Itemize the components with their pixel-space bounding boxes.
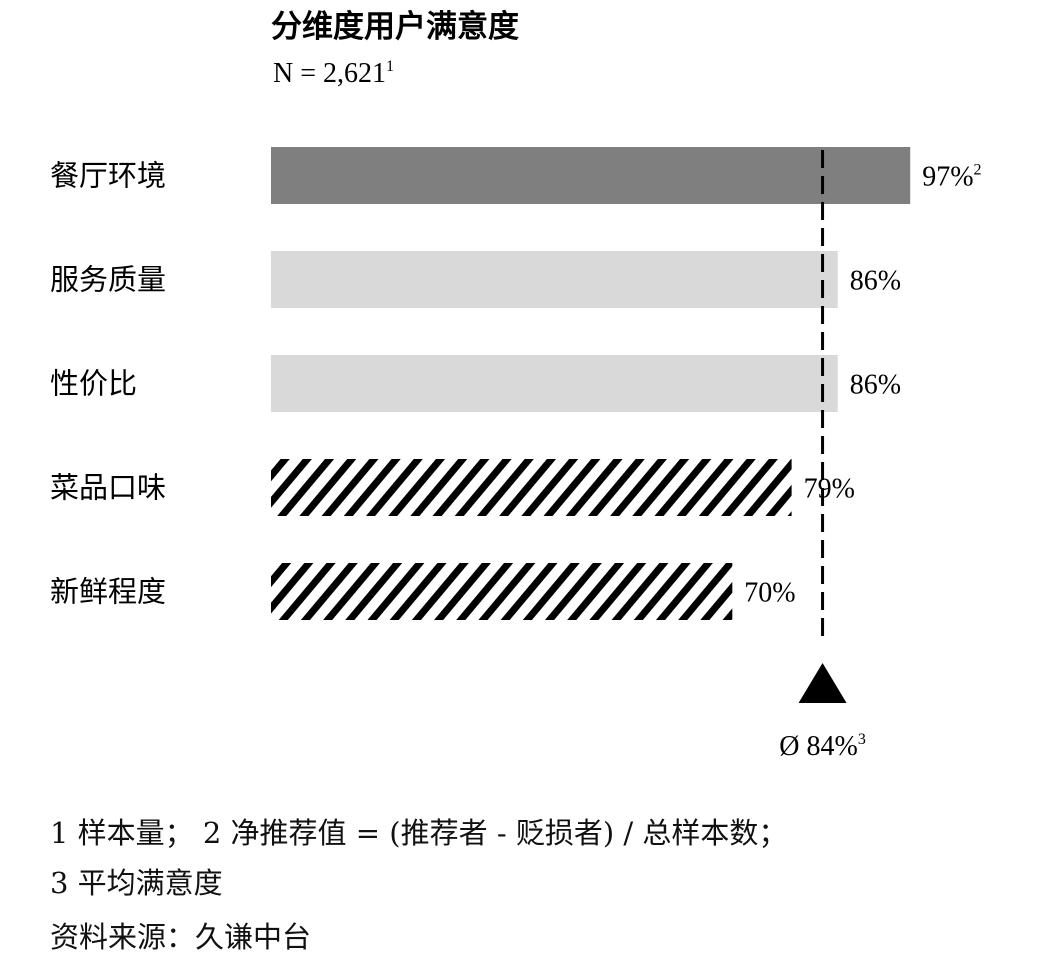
footnote-line-1: 1 样本量； 2 净推荐值 = (推荐者 - 贬损者) / 总样本数； <box>50 816 788 850</box>
bar <box>271 147 911 204</box>
chart-subtitle: N = 2,6211 <box>273 58 394 89</box>
category-label: 餐厅环境 <box>50 159 166 193</box>
value-label: 70% <box>744 578 795 609</box>
average-label: Ø 84%3 <box>779 731 866 762</box>
value-label: 79% <box>804 474 855 505</box>
bar <box>271 459 792 516</box>
average-marker-triangle-icon <box>798 663 847 703</box>
category-label: 菜品口味 <box>50 471 166 505</box>
value-label: 86% <box>850 370 901 401</box>
bar <box>271 563 733 620</box>
source-note: 资料来源：久谦中台 <box>50 920 312 954</box>
category-label: 新鲜程度 <box>50 575 166 609</box>
chart-title: 分维度用户满意度 <box>271 9 519 45</box>
value-label: 97%2 <box>922 162 981 193</box>
category-label: 性价比 <box>50 367 137 401</box>
footnote-line-2: 3 平均满意度 <box>50 866 223 900</box>
bar <box>271 251 838 308</box>
value-label: 86% <box>850 266 901 297</box>
bar <box>271 355 838 412</box>
category-label: 服务质量 <box>50 263 166 297</box>
